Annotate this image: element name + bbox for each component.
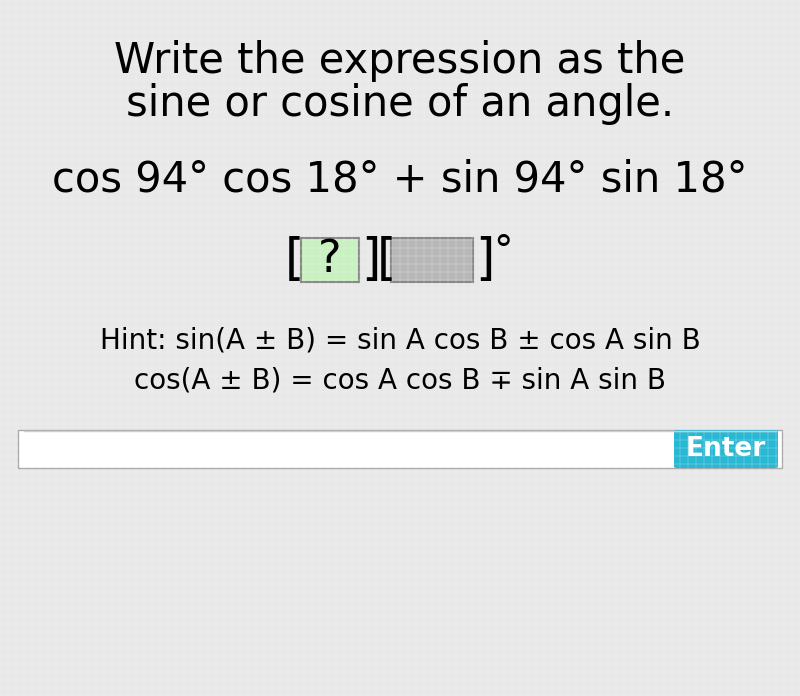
Text: ]: ] xyxy=(475,236,494,284)
Text: sine or cosine of an angle.: sine or cosine of an angle. xyxy=(126,83,674,125)
Text: ?: ? xyxy=(318,239,342,281)
Text: [: [ xyxy=(285,236,305,284)
Text: [: [ xyxy=(377,236,397,284)
Text: cos 94° cos 18° + sin 94° sin 18°: cos 94° cos 18° + sin 94° sin 18° xyxy=(52,159,748,201)
Text: Enter: Enter xyxy=(686,436,766,462)
FancyBboxPatch shape xyxy=(18,430,782,468)
FancyBboxPatch shape xyxy=(674,430,778,468)
Text: Write the expression as the: Write the expression as the xyxy=(114,40,686,82)
Text: cos(A ± B) = cos A cos B ∓ sin A sin B: cos(A ± B) = cos A cos B ∓ sin A sin B xyxy=(134,367,666,395)
Text: °: ° xyxy=(493,233,513,271)
Text: Hint: sin(A ± B) = sin A cos B ± cos A sin B: Hint: sin(A ± B) = sin A cos B ± cos A s… xyxy=(100,327,700,355)
FancyBboxPatch shape xyxy=(301,238,359,282)
FancyBboxPatch shape xyxy=(391,238,473,282)
Text: ]: ] xyxy=(361,236,380,284)
